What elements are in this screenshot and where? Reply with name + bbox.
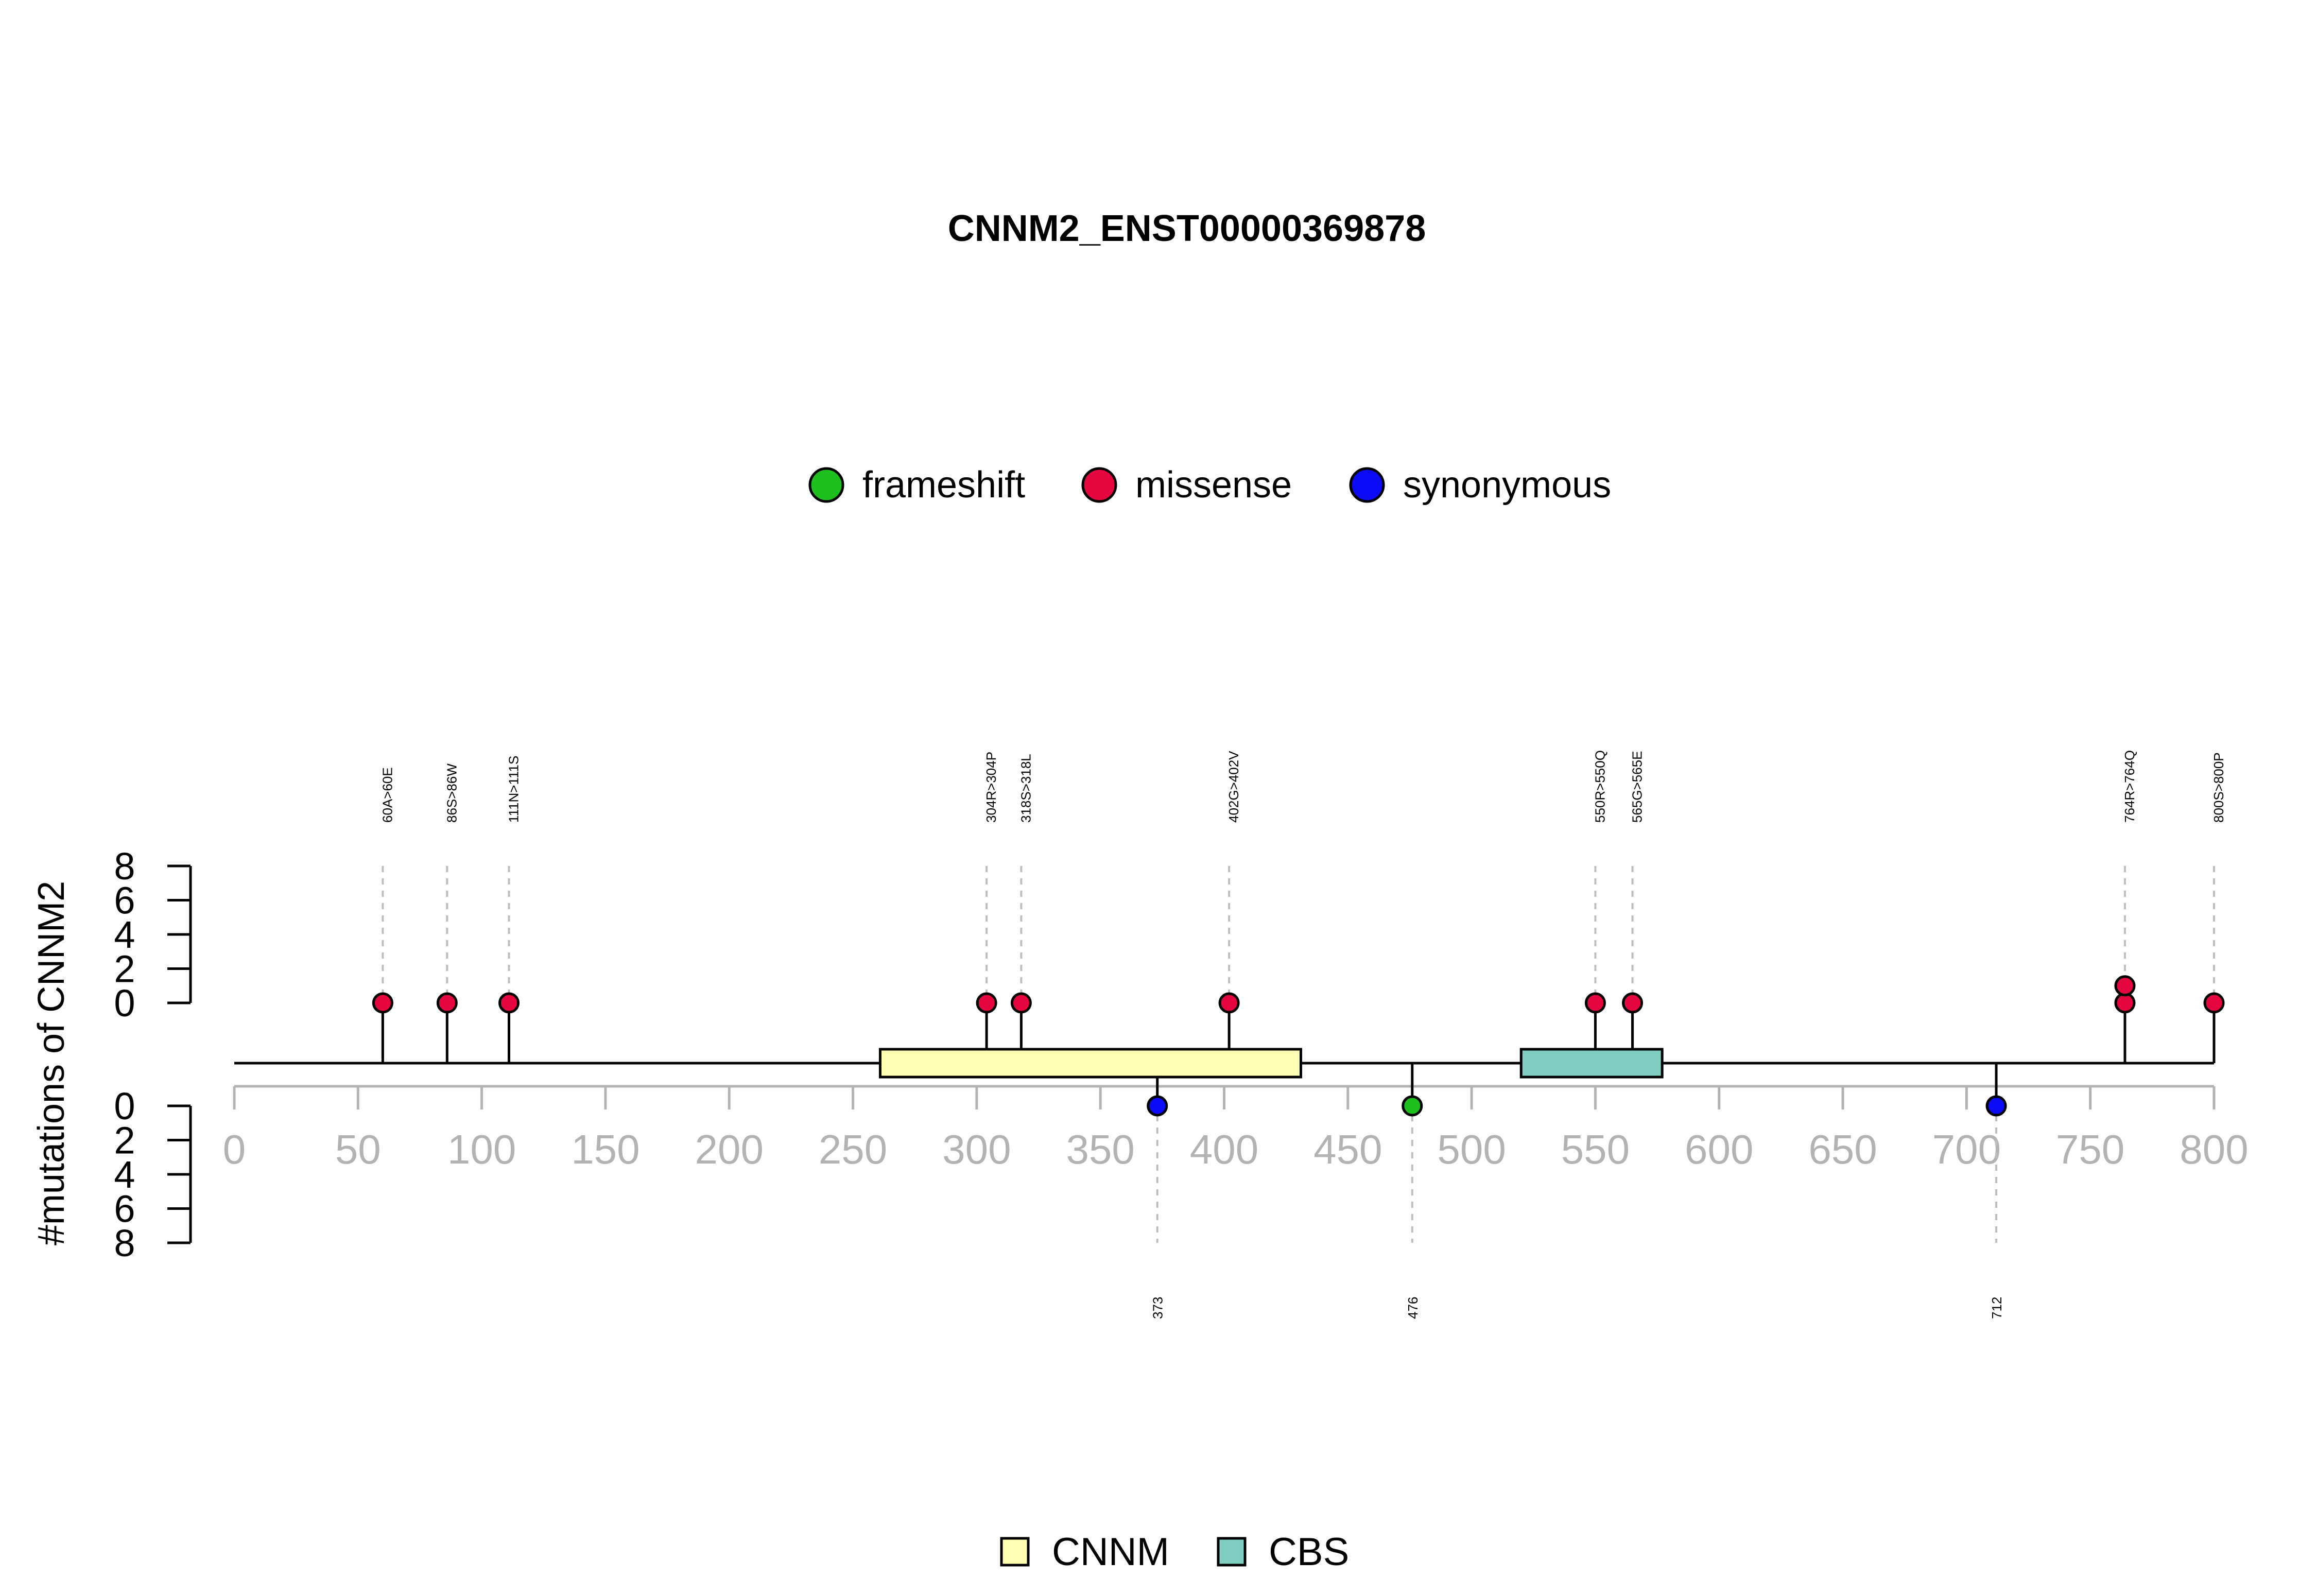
x-tick-label-250: 250 <box>819 1126 887 1172</box>
legend-label-missense: missense <box>1135 464 1292 506</box>
y-tick-label-top-0: 0 <box>114 982 135 1025</box>
y-tick-label-bottom-8: 8 <box>114 1222 135 1264</box>
y-tick-label-top-6: 6 <box>114 879 135 922</box>
domain-legend-label-cnnm: CNNM <box>1052 1530 1169 1574</box>
mutation-point-111 <box>498 992 520 1014</box>
mutation-label-86: 86S>86W <box>444 764 459 823</box>
mutation-label-111: 111N>111S <box>506 756 521 823</box>
mutation-label-764: 764R>764Q <box>2122 750 2137 823</box>
chart-title: CNNM2_ENST00000369878 <box>948 208 1426 249</box>
x-tick-label-800: 800 <box>2180 1126 2248 1172</box>
legend-label-frameshift: frameshift <box>862 464 1025 506</box>
x-axis: 0 50 100 150 200 250 300 350 400 450 500 550 600 650 7… <box>223 1085 2249 1172</box>
legend-marker-missense <box>1081 467 1117 503</box>
mutation-point-402 <box>1218 992 1240 1014</box>
x-tick-label-400: 400 <box>1190 1126 1258 1172</box>
mutation-point-bottom-712 <box>1985 1095 2007 1117</box>
domain-legend-swatch-cnnm <box>1000 1537 1030 1567</box>
x-tick-label-650: 650 <box>1808 1126 1877 1172</box>
mutation-label-550: 550R>550Q <box>1592 750 1607 823</box>
y-tick-label-bottom-0: 0 <box>114 1085 135 1127</box>
domain-cnnm <box>878 1048 1302 1079</box>
mutation-label-800: 800S>800P <box>2211 752 2226 823</box>
legend-marker-frameshift <box>808 467 844 503</box>
mutation-point-86 <box>436 992 458 1014</box>
mutation-label-565: 565G>565E <box>1630 751 1645 823</box>
mutation-point-764-2 <box>2114 975 2136 997</box>
mutation-point-565 <box>1622 992 1644 1014</box>
y-axis-label: #mutations of CNNM2 <box>31 881 72 1245</box>
x-tick-label-750: 750 <box>2056 1126 2124 1172</box>
x-tick-label-700: 700 <box>1932 1126 2001 1172</box>
mutation-point-550 <box>1584 992 1606 1014</box>
y-tick-label-bottom-4: 4 <box>114 1153 135 1196</box>
domain-legend: CNNM CBS <box>1000 1530 1349 1574</box>
domain-cbs <box>1519 1048 1664 1079</box>
mutation-point-bottom-373 <box>1147 1095 1168 1117</box>
mutation-point-304 <box>976 992 997 1014</box>
x-tick-label-150: 150 <box>571 1126 639 1172</box>
x-tick-label-0: 0 <box>223 1126 246 1172</box>
mutation-point-bottom-476 <box>1402 1095 1423 1117</box>
mutation-label-bottom-373: 373 <box>1150 1297 1166 1319</box>
legend-label-synonymous: synonymous <box>1403 464 1611 506</box>
x-tick-label-500: 500 <box>1437 1126 1506 1172</box>
x-tick-label-300: 300 <box>942 1126 1011 1172</box>
mutation-label-318: 318S>318L <box>1018 754 1033 823</box>
x-tick-label-550: 550 <box>1561 1126 1630 1172</box>
x-tick-label-50: 50 <box>335 1126 381 1172</box>
x-tick-label-200: 200 <box>695 1126 764 1172</box>
y-tick-label-top-2: 2 <box>114 948 135 991</box>
x-tick-label-450: 450 <box>1313 1126 1382 1172</box>
y-tick-label-top-8: 8 <box>114 845 135 888</box>
x-tick-label-350: 350 <box>1066 1126 1134 1172</box>
legend-marker-synonymous <box>1349 467 1385 503</box>
mutation-label-bottom-712: 712 <box>1989 1297 2004 1319</box>
mutation-label-bottom-476: 476 <box>1405 1297 1421 1319</box>
mutation-label-402: 402G>402V <box>1226 751 1241 823</box>
y-tick-label-bottom-6: 6 <box>114 1188 135 1230</box>
x-tick-label-100: 100 <box>447 1126 516 1172</box>
mutation-type-legend: frameshift missense synonymous <box>808 464 1611 506</box>
mutation-point-60 <box>372 992 393 1014</box>
mutation-label-304: 304R>304P <box>983 752 999 823</box>
domain-legend-swatch-cbs <box>1217 1537 1247 1567</box>
mutation-point-318 <box>1010 992 1032 1014</box>
lollipop-stems: 60A>60E 86S>86W 111N>111S 304R>304P 318S>318… <box>379 750 2226 1319</box>
domain-legend-label-cbs: CBS <box>1269 1530 1349 1574</box>
mutation-points <box>372 975 2225 1117</box>
x-tick-label-600: 600 <box>1685 1126 1753 1172</box>
mutation-label-60: 60A>60E <box>379 767 395 823</box>
domain-boxes <box>878 1048 1664 1079</box>
y-tick-label-bottom-2: 2 <box>114 1119 135 1162</box>
mutation-point-800 <box>2203 992 2225 1014</box>
mutation-point-764-1 <box>2114 992 2136 1014</box>
y-tick-label-top-4: 4 <box>114 913 135 956</box>
